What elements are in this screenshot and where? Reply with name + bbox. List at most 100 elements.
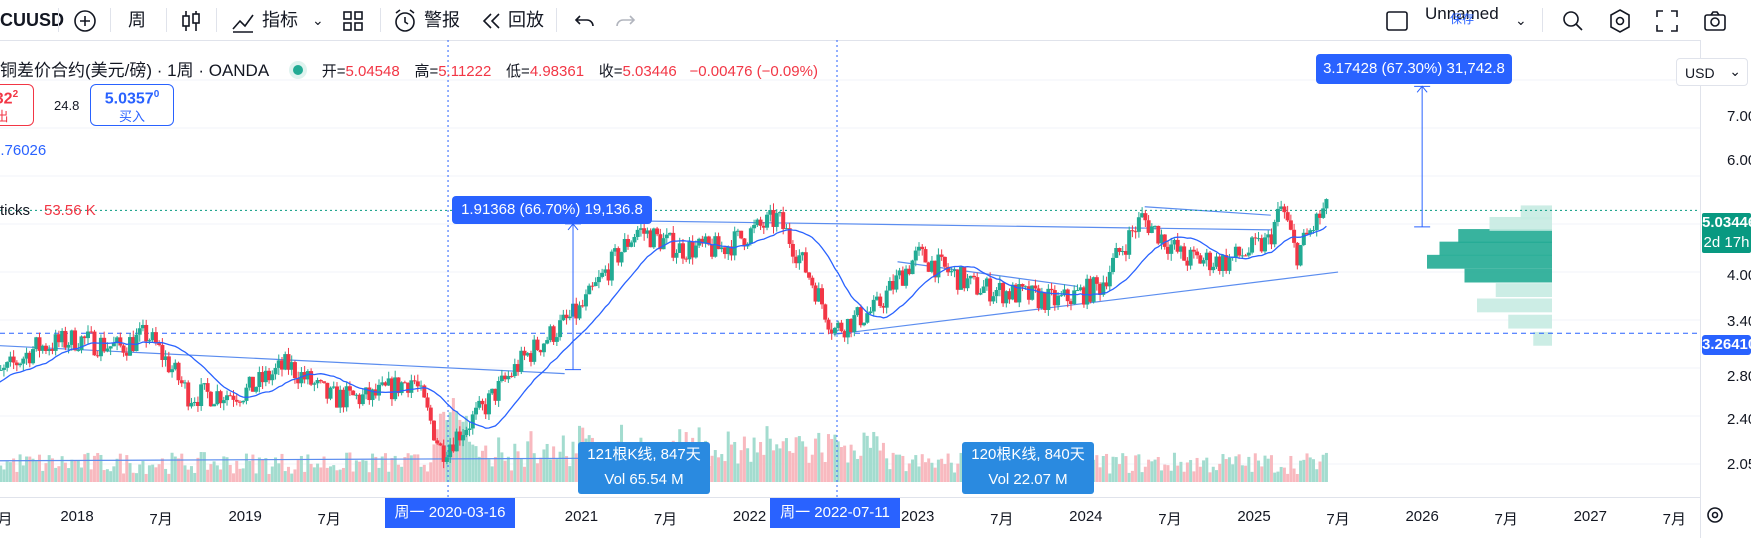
price-tick-label: 4.00000 (1727, 266, 1751, 284)
alerts-button[interactable]: 警报 (424, 10, 460, 30)
separator (380, 8, 381, 32)
volume-bar (354, 460, 358, 482)
candles-icon[interactable] (178, 8, 204, 34)
range-info-2: 120根K线, 840天 Vol 22.07 M (962, 442, 1094, 494)
candle-body (338, 389, 343, 408)
candle-body (228, 395, 233, 397)
candle-body (89, 331, 94, 333)
volume-bar (115, 458, 119, 482)
volume-bar (833, 434, 837, 482)
candle-body (215, 391, 220, 405)
volume-bar (1269, 455, 1273, 482)
volume-bar (325, 467, 329, 482)
volume-bar (118, 453, 122, 482)
symbol-search[interactable]: CUUSD (0, 10, 65, 30)
layout-grid-icon[interactable] (340, 8, 366, 34)
candle-body (551, 326, 556, 342)
candle-body (1178, 246, 1183, 252)
candle-body (655, 228, 660, 235)
candle-body (1295, 242, 1300, 266)
candle-body (703, 236, 708, 244)
indicators-icon[interactable] (230, 8, 256, 34)
replay-button[interactable]: 回放 (508, 10, 544, 30)
candle-body (208, 391, 213, 407)
fullscreen-icon[interactable] (1654, 8, 1680, 34)
candle-body (360, 394, 365, 405)
candle-body (1052, 290, 1057, 306)
volume-bar (1315, 469, 1319, 482)
volume-bar (717, 457, 721, 482)
candle-body (874, 296, 879, 300)
sell-button[interactable]: 3322 出 (0, 84, 34, 126)
buy-button[interactable]: 5.03570 买入 (90, 84, 174, 126)
replay-icon[interactable] (478, 8, 504, 34)
volume-bar (1263, 455, 1267, 482)
settings-icon[interactable] (1607, 8, 1633, 34)
add-symbol-icon[interactable] (72, 8, 98, 34)
chevron-down-icon[interactable]: ⌄ (1515, 12, 1527, 28)
candle-body (60, 330, 65, 343)
candle-body (454, 431, 459, 452)
candle-body (897, 270, 902, 276)
layout-name[interactable]: Unnamed (1425, 4, 1499, 23)
candle-body (949, 271, 954, 273)
volume-bar (109, 471, 113, 482)
volume-bar (1150, 461, 1154, 482)
candle-body (1201, 260, 1206, 264)
price-chart[interactable] (0, 40, 1700, 498)
separator (1542, 8, 1543, 32)
candle-body (988, 278, 993, 302)
candle-body (186, 382, 191, 407)
time-axis-settings-icon[interactable] (1702, 502, 1728, 528)
candle-body (862, 322, 867, 326)
price-axis[interactable] (1700, 40, 1751, 538)
volume-bar (238, 468, 242, 482)
volume-bar (8, 462, 12, 482)
candle-body (836, 322, 841, 328)
candle-body (1114, 248, 1119, 258)
candle-body (567, 316, 572, 319)
volume-bar (1208, 472, 1212, 482)
candle-body (577, 305, 582, 319)
candle-body (671, 232, 676, 258)
volume-bar (1282, 467, 1286, 482)
camera-icon[interactable] (1702, 8, 1728, 34)
candle-body (205, 383, 210, 392)
volume-bar (1218, 463, 1222, 482)
time-tick-label: 7月 (1494, 511, 1518, 528)
candle-body (975, 277, 980, 295)
volume-bar (122, 473, 126, 482)
volume-bar (390, 458, 394, 482)
volume-bar (477, 456, 481, 482)
indicators-button[interactable]: 指标 (262, 10, 298, 30)
currency-select[interactable]: USD ⌄ (1676, 58, 1748, 86)
interval-button[interactable]: 周 (128, 10, 146, 30)
undo-icon[interactable] (572, 8, 598, 34)
candle-body (823, 304, 828, 320)
volume-bar (383, 453, 387, 482)
volume-bar (846, 462, 850, 482)
volume-bar (1221, 454, 1225, 482)
volume-bar (83, 454, 87, 482)
volume-bar (781, 441, 785, 482)
legend-title[interactable]: 铜差价合约(美元/磅) · 1周 · OANDA (0, 61, 269, 80)
candle-body (21, 358, 26, 364)
volume-bar (733, 441, 737, 482)
volume-bar (804, 446, 808, 482)
volume-bar (312, 467, 316, 482)
candle-body (1039, 292, 1044, 309)
candle-body (1324, 199, 1329, 209)
volume-bar (157, 464, 161, 482)
candle-body (202, 383, 207, 385)
alarm-clock-icon[interactable] (392, 8, 418, 34)
open-value: 5.04548 (345, 63, 400, 80)
candle-body (351, 390, 356, 396)
layout-square-icon[interactable] (1384, 8, 1410, 34)
candle-body (34, 337, 39, 350)
volume-bar (1166, 465, 1170, 482)
candle-body (176, 362, 181, 381)
redo-icon[interactable] (612, 8, 638, 34)
chevron-down-icon[interactable]: ⌄ (312, 12, 324, 28)
volume-bar (196, 457, 200, 482)
quick-search-icon[interactable] (1560, 8, 1586, 34)
